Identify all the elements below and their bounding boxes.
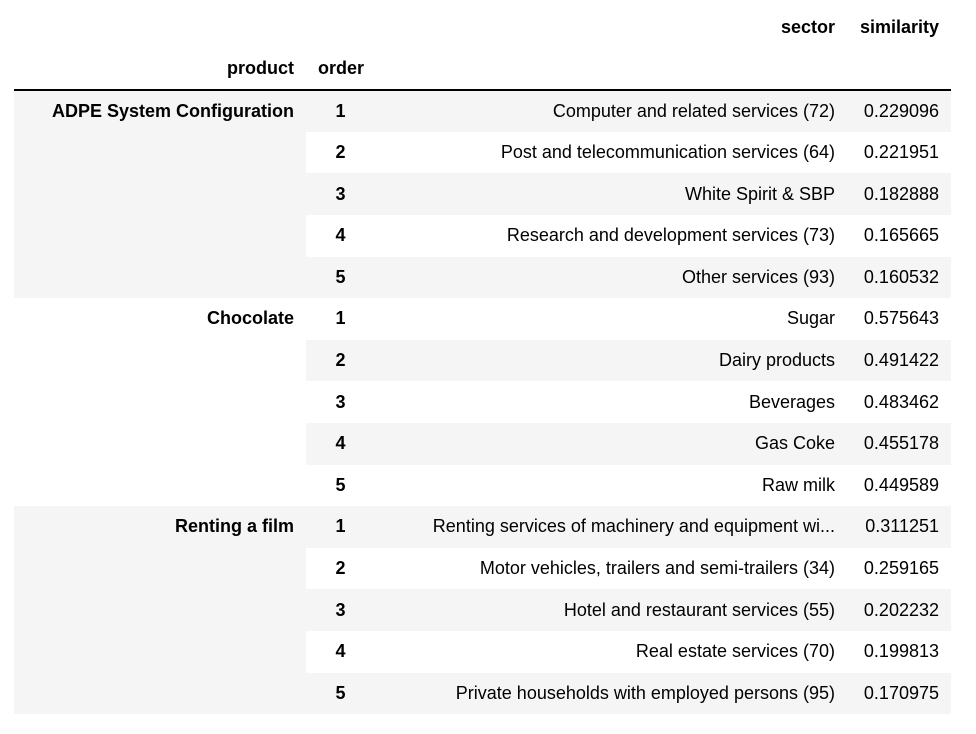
table-row: 3 White Spirit & SBP 0.182888 bbox=[14, 173, 951, 215]
sector-cell: Beverages bbox=[375, 381, 847, 423]
similarity-cell: 0.165665 bbox=[847, 214, 951, 257]
order-cell: 5 bbox=[306, 256, 375, 299]
order-cell: 3 bbox=[306, 381, 375, 423]
table-row: 2 Post and telecommunication services (6… bbox=[14, 131, 951, 174]
table-row: 4 Gas Coke 0.455178 bbox=[14, 422, 951, 465]
order-cell: 2 bbox=[306, 339, 375, 382]
table-row: Chocolate 1 Sugar 0.575643 bbox=[14, 298, 951, 507]
sector-cell: Computer and related services (72) bbox=[375, 90, 847, 132]
order-cell: 3 bbox=[306, 173, 375, 215]
similarity-cell: 0.170975 bbox=[847, 672, 951, 715]
order-cell: 4 bbox=[306, 422, 375, 465]
table-row: 2 Motor vehicles, trailers and semi-trai… bbox=[14, 547, 951, 590]
table-row: Renting a film 1 Renting services of mac… bbox=[14, 506, 951, 715]
table-row: 4 Research and development services (73)… bbox=[14, 214, 951, 257]
sector-cell: Other services (93) bbox=[375, 256, 847, 299]
table-row: 3 Beverages 0.483462 bbox=[14, 381, 951, 423]
sector-cell: Sugar bbox=[375, 298, 847, 340]
order-cell: 5 bbox=[306, 464, 375, 507]
table-row: 5 Other services (93) 0.160532 bbox=[14, 256, 951, 299]
similarity-cell: 0.199813 bbox=[847, 630, 951, 673]
similarity-cell: 0.202232 bbox=[847, 589, 951, 631]
order-cell: 1 bbox=[306, 90, 375, 132]
similarity-cell: 0.311251 bbox=[847, 506, 951, 548]
index-header-row: product order bbox=[14, 48, 951, 92]
similarity-cell: 0.575643 bbox=[847, 298, 951, 340]
table-row: 5 Private households with employed perso… bbox=[14, 672, 951, 715]
header-spacer bbox=[14, 7, 306, 49]
sector-cell: Gas Coke bbox=[375, 422, 847, 465]
sector-cell: Real estate services (70) bbox=[375, 630, 847, 673]
order-cell: 5 bbox=[306, 672, 375, 715]
index-header-product: product bbox=[14, 48, 306, 92]
table-row: 3 Hotel and restaurant services (55) 0.2… bbox=[14, 589, 951, 631]
order-cell: 2 bbox=[306, 547, 375, 590]
col-header-sector: sector bbox=[375, 7, 847, 49]
similarity-cell: 0.160532 bbox=[847, 256, 951, 299]
sector-cell: Dairy products bbox=[375, 339, 847, 382]
dataframe-output: sector similarity product order ADPE Sys… bbox=[14, 7, 951, 715]
order-cell: 1 bbox=[306, 298, 375, 340]
product-group-cell: ADPE System Configuration bbox=[14, 90, 306, 299]
order-cell: 4 bbox=[306, 214, 375, 257]
product-sector-similarity-table: sector similarity product order ADPE Sys… bbox=[14, 7, 951, 715]
similarity-cell: 0.491422 bbox=[847, 339, 951, 382]
header-spacer bbox=[375, 48, 847, 92]
sector-cell: Post and telecommunication services (64) bbox=[375, 131, 847, 174]
order-cell: 3 bbox=[306, 589, 375, 631]
similarity-cell: 0.483462 bbox=[847, 381, 951, 423]
index-header-order: order bbox=[306, 48, 375, 92]
sector-cell: Private households with employed persons… bbox=[375, 672, 847, 715]
col-header-similarity: similarity bbox=[847, 7, 951, 49]
product-group-cell: Chocolate bbox=[14, 298, 306, 507]
table-row: 5 Raw milk 0.449589 bbox=[14, 464, 951, 507]
table-row: 2 Dairy products 0.491422 bbox=[14, 339, 951, 382]
order-cell: 2 bbox=[306, 131, 375, 174]
sector-cell: Motor vehicles, trailers and semi-traile… bbox=[375, 547, 847, 590]
table-row: 4 Real estate services (70) 0.199813 bbox=[14, 630, 951, 673]
order-cell: 4 bbox=[306, 630, 375, 673]
similarity-cell: 0.259165 bbox=[847, 547, 951, 590]
similarity-cell: 0.449589 bbox=[847, 464, 951, 507]
sector-cell: Research and development services (73) bbox=[375, 214, 847, 257]
order-cell: 1 bbox=[306, 506, 375, 548]
column-header-row: sector similarity bbox=[14, 7, 951, 49]
table-row: ADPE System Configuration 1 Computer and… bbox=[14, 90, 951, 299]
similarity-cell: 0.229096 bbox=[847, 90, 951, 132]
similarity-cell: 0.455178 bbox=[847, 422, 951, 465]
header-spacer bbox=[847, 48, 951, 92]
product-group-cell: Renting a film bbox=[14, 506, 306, 715]
header-spacer bbox=[306, 7, 375, 49]
sector-cell: Hotel and restaurant services (55) bbox=[375, 589, 847, 631]
similarity-cell: 0.182888 bbox=[847, 173, 951, 215]
sector-cell: White Spirit & SBP bbox=[375, 173, 847, 215]
sector-cell: Renting services of machinery and equipm… bbox=[375, 506, 847, 548]
sector-cell: Raw milk bbox=[375, 464, 847, 507]
similarity-cell: 0.221951 bbox=[847, 131, 951, 174]
